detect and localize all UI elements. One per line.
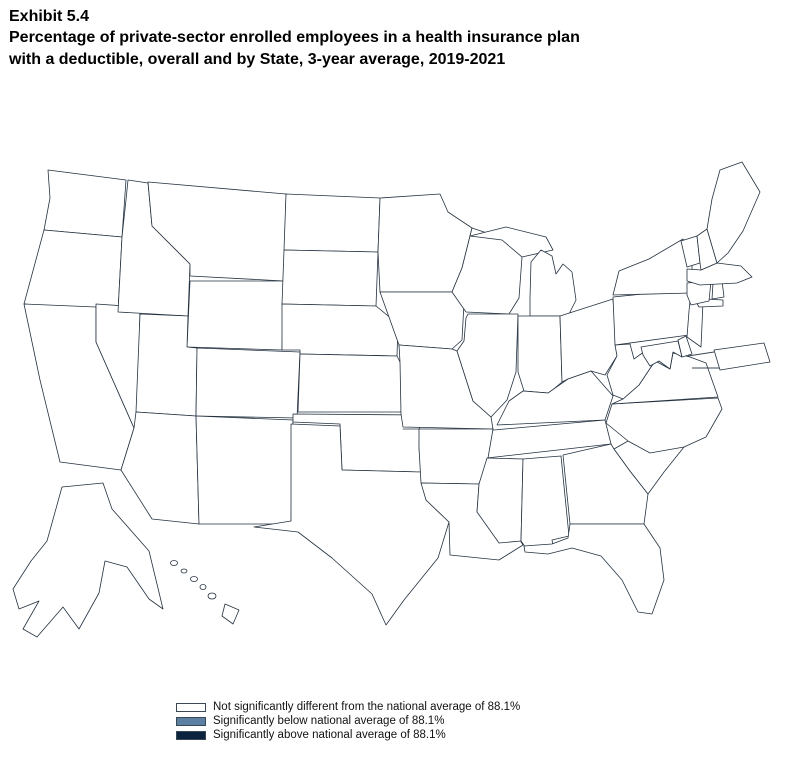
state-massachusetts bbox=[686, 262, 753, 286]
state-new-mexico bbox=[195, 415, 294, 525]
legend-swatch-below bbox=[176, 716, 206, 726]
state-delaware bbox=[677, 335, 693, 358]
state-hawaii bbox=[207, 592, 217, 600]
state-district-of-columbia bbox=[713, 342, 771, 371]
dc-callout-line bbox=[687, 351, 715, 357]
state-hawaii bbox=[199, 584, 207, 590]
state-nebraska bbox=[281, 303, 399, 357]
state-oregon bbox=[23, 229, 123, 313]
state-kansas bbox=[297, 353, 402, 413]
exhibit-number: Exhibit 5.4 bbox=[9, 8, 90, 25]
state-kentucky bbox=[496, 370, 614, 426]
page-title: Percentage of private-sector enrolled em… bbox=[9, 27, 580, 71]
state-alaska bbox=[12, 482, 164, 638]
state-maine bbox=[706, 161, 761, 264]
header: Exhibit 5.4 Percentage of private-sector… bbox=[9, 6, 580, 71]
state-washington bbox=[43, 169, 127, 238]
state-missouri bbox=[398, 344, 494, 430]
state-wyoming bbox=[186, 280, 285, 351]
state-texas bbox=[253, 423, 450, 626]
legend-swatch-not-different bbox=[176, 702, 206, 712]
state-new-hampshire bbox=[696, 228, 718, 271]
state-indiana bbox=[517, 315, 563, 394]
state-michigan-upper-peninsula bbox=[469, 226, 554, 258]
state-hawaii-islands bbox=[170, 560, 240, 625]
state-illinois bbox=[456, 313, 519, 418]
state-north-carolina bbox=[605, 397, 723, 454]
state-hawaii bbox=[180, 568, 188, 574]
state-hawaii bbox=[170, 560, 178, 566]
legend: Not significantly different from the nat… bbox=[176, 700, 520, 742]
title-line-2: with a deductible, overall and by State,… bbox=[9, 51, 506, 68]
state-hawaii bbox=[221, 603, 240, 625]
state-hawaii bbox=[190, 576, 198, 582]
state-alabama bbox=[520, 455, 570, 552]
state-virginia bbox=[611, 352, 719, 405]
legend-item-above: Significantly above national average of … bbox=[176, 728, 520, 742]
state-colorado bbox=[195, 347, 301, 419]
state-south-dakota bbox=[281, 249, 379, 307]
title-line-1: Percentage of private-sector enrolled em… bbox=[9, 29, 580, 46]
state-michigan-lower-peninsula bbox=[529, 249, 577, 317]
state-florida bbox=[523, 523, 665, 615]
legend-label-below: Significantly below national average of … bbox=[213, 715, 445, 727]
legend-item-below: Significantly below national average of … bbox=[176, 714, 520, 728]
state-utah bbox=[135, 313, 198, 417]
legend-swatch-above bbox=[176, 730, 206, 740]
state-pennsylvania bbox=[612, 288, 693, 346]
legend-label-not-different: Not significantly different from the nat… bbox=[213, 701, 521, 713]
state-north-dakota bbox=[283, 193, 381, 253]
legend-item-not-different: Not significantly different from the nat… bbox=[176, 700, 520, 714]
state-west-virginia bbox=[606, 343, 656, 400]
legend-label-above: Significantly above national average of … bbox=[213, 729, 446, 741]
